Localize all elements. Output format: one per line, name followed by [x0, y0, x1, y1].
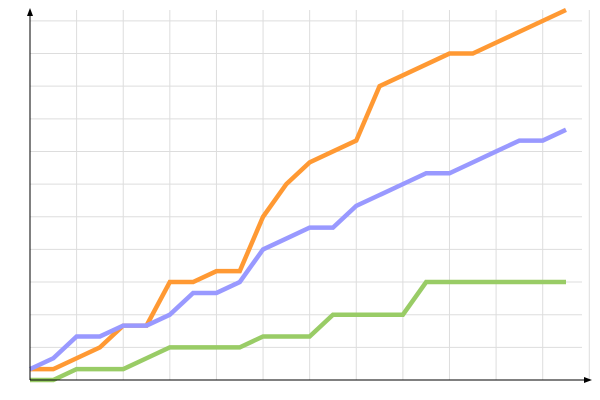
grid [30, 10, 590, 380]
y-axis-arrow-icon [27, 8, 33, 16]
series-line-3 [30, 279, 566, 383]
series-group [29, 7, 567, 383]
series-line-2 [29, 127, 567, 372]
axes [27, 8, 592, 383]
x-axis-arrow-icon [584, 377, 592, 383]
series-line-1 [30, 7, 567, 372]
